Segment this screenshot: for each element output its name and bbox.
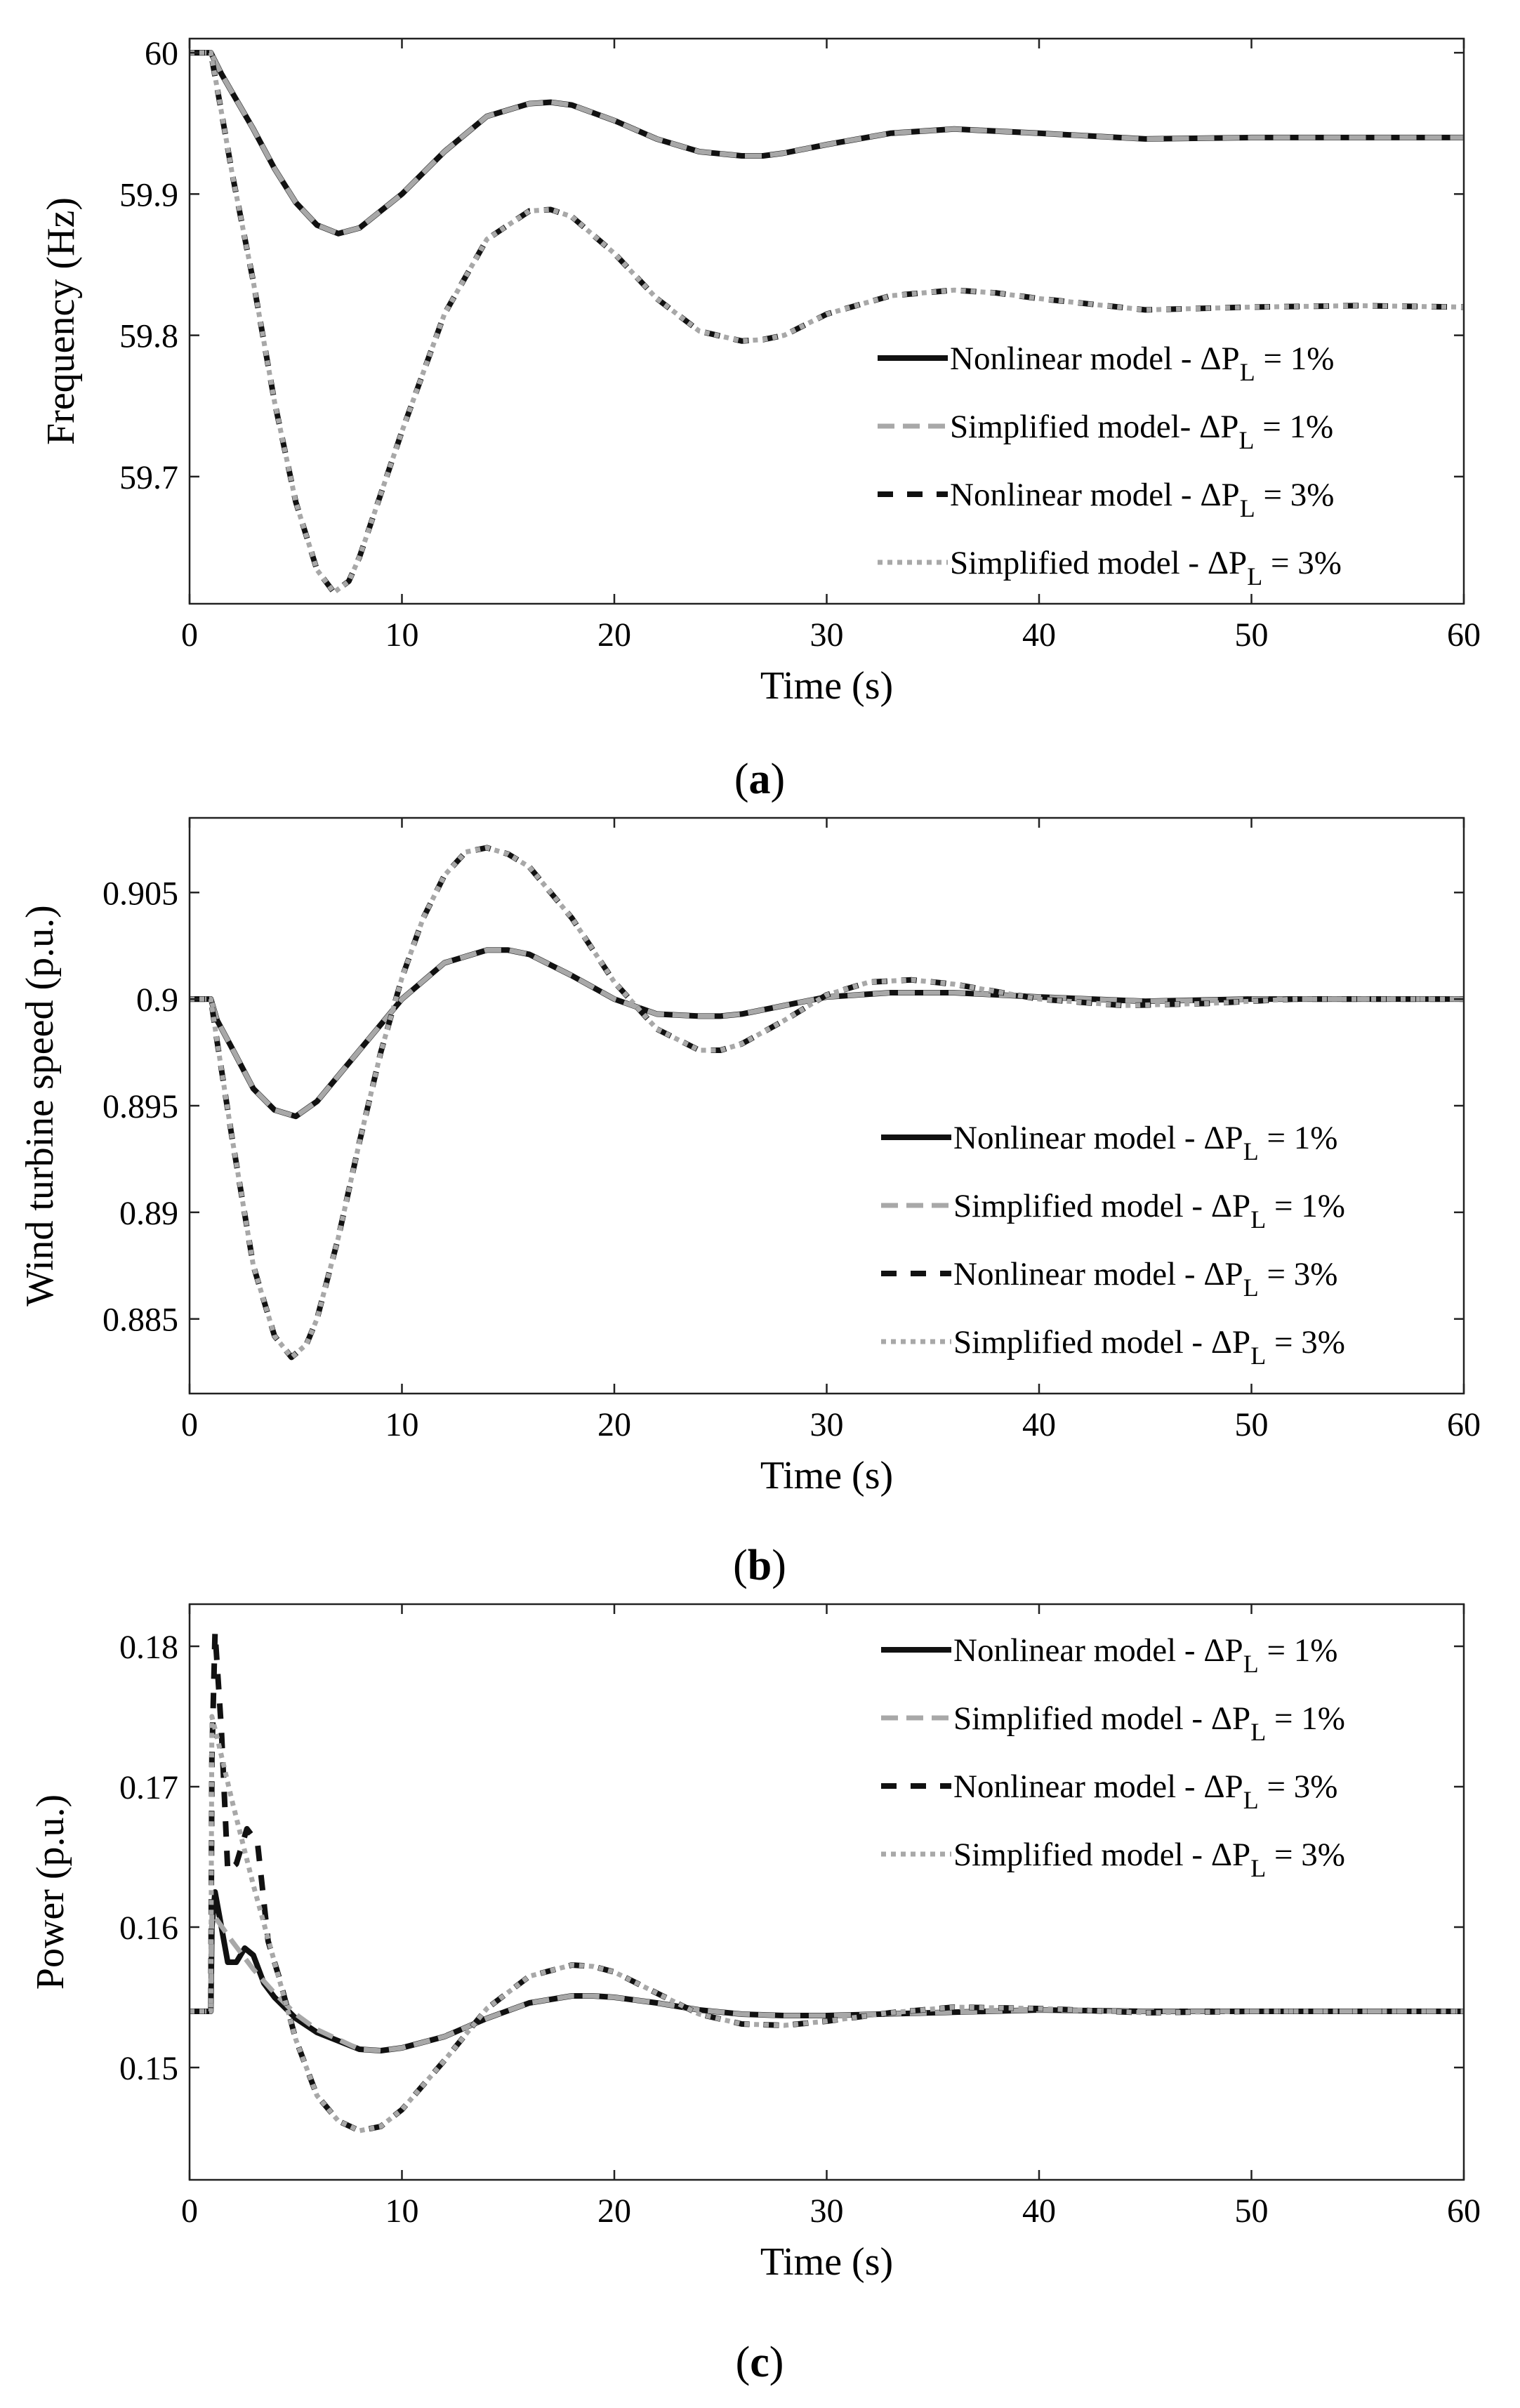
x-tick-label: 60 (1447, 2192, 1481, 2230)
legend: Nonlinear model - ΔPL = 1% Simplified mod… (881, 1120, 1345, 1370)
y-tick-label: 60 (145, 35, 178, 72)
x-tick-label: 30 (810, 2192, 844, 2230)
y-tick-label: 0.17 (119, 1769, 178, 1806)
legend-entry: Nonlinear model - ΔPL = 1% (953, 1120, 1337, 1165)
x-tick-label: 30 (810, 1406, 844, 1443)
x-tick-label: 20 (597, 2192, 631, 2230)
legend-entry: Simplified model- ΔPL = 1% (950, 409, 1333, 454)
y-axis-label: Power (p.u.) (29, 1794, 72, 1990)
x-axis-label: Time (s) (760, 2240, 893, 2284)
panel-b: 0 10 20 30 40 50 60 0.885 0.89 0.895 0.9 0.905 Time … (18, 816, 1481, 1497)
y-tick-label: 59.7 (119, 459, 178, 496)
legend: Nonlinear model - ΔPL = 1% Simplified mod… (878, 340, 1342, 590)
legend-entry: Nonlinear model - ΔPL = 3% (953, 1768, 1337, 1814)
panel-c: 0 10 20 30 40 50 60 0.15 0.16 0.17 0.18 Time (s) Pow… (29, 1603, 1481, 2284)
series-line-2 (190, 1910, 1464, 2053)
legend-entry: Simplified model - ΔPL = 1% (953, 1700, 1345, 1746)
y-tick-label: 0.9 (136, 981, 178, 1019)
legend-entry: Simplified model - ΔPL = 3% (953, 1837, 1345, 1882)
plot-area (190, 50, 1464, 595)
x-tick-label: 0 (181, 616, 198, 654)
x-tick-label: 50 (1235, 616, 1269, 654)
x-tick-label: 40 (1022, 616, 1056, 654)
x-axis-label: Time (s) (760, 664, 893, 708)
x-axis-label: Time (s) (760, 1454, 893, 1497)
panel-a: 0 10 20 30 40 50 60 59.7 59.8 59.9 60 Time (s) Frequ… (39, 35, 1481, 708)
legend-entry: Simplified model - ΔPL = 3% (950, 545, 1342, 590)
series-line-4 (190, 845, 1464, 1360)
x-tick-label: 30 (810, 616, 844, 654)
x-tick-label: 20 (597, 616, 631, 654)
y-tick-label: 0.18 (119, 1629, 178, 1666)
plot-area (190, 1629, 1464, 2134)
y-tick-label: 0.895 (103, 1088, 178, 1125)
x-tick-label: 10 (385, 616, 419, 654)
y-tick-label: 0.885 (103, 1302, 178, 1339)
y-tick-label: 59.9 (119, 176, 178, 213)
y-axis-label: Wind turbine speed (p.u.) (18, 905, 62, 1306)
y-axis-label: Frequency (Hz) (39, 197, 83, 445)
y-tick-label: 0.16 (119, 1910, 178, 1947)
x-tick-label: 40 (1022, 2192, 1056, 2230)
y-tick-label: 0.905 (103, 875, 178, 912)
y-tick-label: 0.15 (119, 2050, 178, 2087)
legend: Nonlinear model - ΔPL = 1% Simplified mod… (881, 1632, 1345, 1882)
x-tick-label: 0 (181, 1406, 198, 1443)
x-tick-label: 10 (385, 1406, 419, 1443)
caption-a: (a) (734, 755, 785, 803)
series-line-3 (190, 50, 1464, 595)
legend-entry: Simplified model - ΔPL = 3% (953, 1324, 1345, 1370)
x-tick-label: 40 (1022, 1406, 1056, 1443)
plot-area (190, 845, 1464, 1361)
legend-entry: Nonlinear model - ΔPL = 3% (950, 477, 1334, 522)
x-tick-label: 50 (1235, 1406, 1269, 1443)
x-tick-label: 50 (1235, 2192, 1269, 2230)
caption-b: (b) (733, 1542, 786, 1589)
y-tick-label: 0.89 (119, 1195, 178, 1232)
x-tick-label: 10 (385, 2192, 419, 2230)
y-tick-label: 59.8 (119, 318, 178, 355)
legend-entry: Simplified model - ΔPL = 1% (953, 1188, 1345, 1233)
series-line-2 (190, 947, 1464, 1119)
x-tick-label: 60 (1447, 616, 1481, 654)
legend-entry: Nonlinear model - ΔPL = 3% (953, 1256, 1337, 1302)
x-tick-label: 60 (1447, 1406, 1481, 1443)
caption-c: (c) (736, 2338, 784, 2386)
x-tick-label: 0 (181, 2192, 198, 2230)
series-line-2 (190, 50, 1464, 237)
legend-entry: Nonlinear model - ΔPL = 1% (953, 1632, 1337, 1678)
x-tick-label: 20 (597, 1406, 631, 1443)
legend-entry: Nonlinear model - ΔPL = 1% (950, 340, 1334, 386)
series-line-4 (190, 1714, 1464, 2134)
